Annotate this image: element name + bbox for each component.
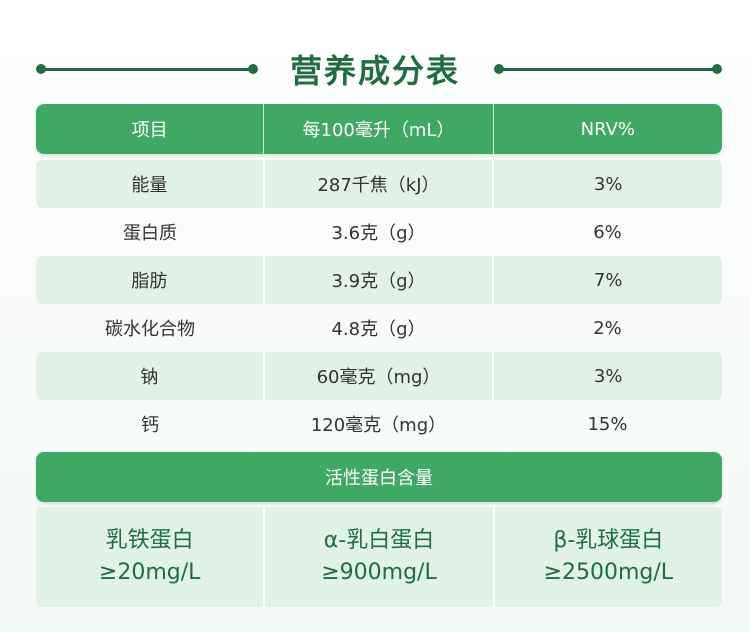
protein-name: 乳铁蛋白: [105, 528, 194, 553]
header-per-100ml: 每100毫升（mL）: [264, 104, 494, 154]
row-item: 钙: [141, 415, 159, 436]
row-item: 能量: [36, 160, 265, 208]
row-amount: 60毫克（mg）: [265, 352, 495, 400]
active-protein-header: 活性蛋白含量: [36, 452, 722, 502]
row-amount: 4.8克（g）: [331, 319, 426, 340]
title-decoration-left: [40, 68, 252, 71]
row-amount: 3.9克（g）: [265, 256, 495, 304]
title-decoration-dot: [36, 64, 46, 74]
row-amount: 3.6克（g）: [331, 223, 426, 244]
title-decoration-dot: [248, 64, 258, 74]
row-item: 蛋白质: [123, 223, 177, 244]
row-nrv: 6%: [593, 221, 622, 243]
title-row: 营养成分表: [0, 40, 750, 100]
protein-value: ≥20mg/L: [98, 560, 201, 585]
table-row: 钙 120毫克（mg） 15%: [36, 400, 722, 448]
title-decoration-right: [498, 68, 716, 71]
table-row: 蛋白质 3.6克（g） 6%: [36, 208, 722, 256]
table-row: 钠 60毫克（mg） 3%: [36, 352, 722, 400]
row-amount: 287千焦（kJ）: [265, 160, 495, 208]
protein-value: ≥900mg/L: [321, 560, 437, 585]
header-nrv: NRV%: [580, 118, 636, 140]
row-nrv: 3%: [593, 173, 623, 195]
protein-beta-lactoglobulin: β-乳球蛋白 ≥2500mg/L: [495, 507, 722, 607]
title-decoration-dot: [712, 64, 722, 74]
protein-value: ≥2500mg/L: [543, 560, 674, 585]
row-nrv: 3%: [593, 365, 623, 387]
row-nrv: 7%: [593, 269, 623, 291]
table-row: 碳水化合物 4.8克（g） 2%: [36, 304, 722, 352]
row-nrv: 15%: [587, 413, 628, 435]
row-nrv: 2%: [593, 317, 622, 339]
protein-name: β-乳球蛋白: [553, 528, 664, 553]
row-amount: 120毫克（mg）: [310, 415, 447, 436]
row-item: 脂肪: [36, 256, 265, 304]
row-item: 钠: [36, 352, 265, 400]
table-header: 项目 每100毫升（mL） NRV%: [36, 104, 722, 154]
protein-alpha-lactalbumin: α-乳白蛋白 ≥900mg/L: [265, 507, 495, 607]
protein-name: α-乳白蛋白: [323, 528, 435, 553]
table-row: 能量 287千焦（kJ） 3%: [36, 160, 722, 208]
protein-lactoferrin: 乳铁蛋白 ≥20mg/L: [36, 507, 266, 607]
active-protein-panel: 乳铁蛋白 ≥20mg/L α-乳白蛋白 ≥900mg/L β-乳球蛋白 ≥250…: [36, 507, 722, 607]
page-title: 营养成分表: [289, 52, 460, 90]
header-item: 项目: [36, 104, 265, 154]
table-row: 脂肪 3.9克（g） 7%: [36, 256, 722, 304]
title-decoration-dot: [494, 64, 504, 74]
row-item: 碳水化合物: [105, 319, 195, 340]
